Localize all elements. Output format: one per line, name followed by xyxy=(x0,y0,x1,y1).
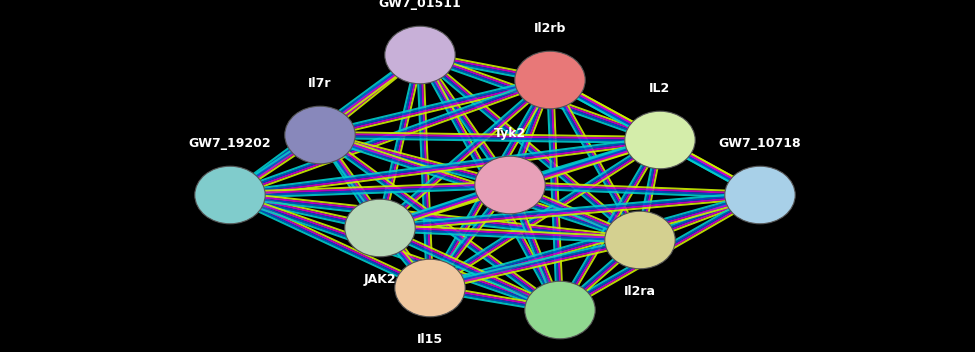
Text: Il15: Il15 xyxy=(417,333,443,346)
Text: JAK2: JAK2 xyxy=(364,273,396,286)
Text: Tyk2: Tyk2 xyxy=(494,127,526,140)
Text: IL2: IL2 xyxy=(649,82,671,95)
Ellipse shape xyxy=(195,166,265,224)
Ellipse shape xyxy=(285,106,355,164)
Ellipse shape xyxy=(475,156,545,214)
Ellipse shape xyxy=(515,51,585,109)
Text: GW7_10718: GW7_10718 xyxy=(719,137,801,150)
Ellipse shape xyxy=(395,259,465,317)
Ellipse shape xyxy=(724,166,796,224)
Text: GW7_19202: GW7_19202 xyxy=(189,137,271,150)
Ellipse shape xyxy=(345,199,415,257)
Ellipse shape xyxy=(385,26,455,84)
Text: Il7r: Il7r xyxy=(308,77,332,90)
Ellipse shape xyxy=(525,281,595,339)
Text: GW7_01511: GW7_01511 xyxy=(378,0,461,10)
Ellipse shape xyxy=(625,111,695,169)
Text: Il2ra: Il2ra xyxy=(624,285,656,298)
Text: Il2rb: Il2rb xyxy=(534,22,566,35)
Ellipse shape xyxy=(604,211,676,269)
